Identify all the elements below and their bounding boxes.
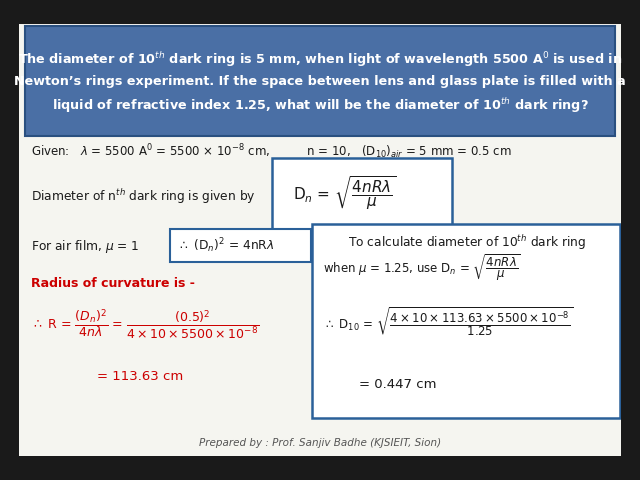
Text: To calculate diameter of 10$^{th}$ dark ring: To calculate diameter of 10$^{th}$ dark …: [348, 233, 586, 252]
Text: $\therefore$ R = $\dfrac{(D_n)^2}{4n\lambda}$ = $\dfrac{(0.5)^2}{4 \times 10 \ti: $\therefore$ R = $\dfrac{(D_n)^2}{4n\lam…: [31, 307, 259, 341]
Text: Prepared by : Prof. Sanjiv Badhe (KJSIEIT, Sion): Prepared by : Prof. Sanjiv Badhe (KJSIEI…: [199, 438, 441, 448]
Text: Radius of curvature is -: Radius of curvature is -: [31, 276, 195, 290]
Text: $\therefore$ D$_{10}$ = $\sqrt{\dfrac{4 \times 10 \times 113.63 \times 5500 \tim: $\therefore$ D$_{10}$ = $\sqrt{\dfrac{4 …: [323, 306, 573, 338]
Text: = 113.63 cm: = 113.63 cm: [97, 370, 184, 383]
FancyBboxPatch shape: [272, 158, 452, 229]
Text: The diameter of 10$^{th}$ dark ring is 5 mm, when light of wavelength 5500 A$^{0: The diameter of 10$^{th}$ dark ring is 5…: [14, 50, 626, 115]
Text: Given:   $\lambda$ = 5500 A$^0$ = 5500 $\times$ 10$^{-8}$ cm,          n = 10,  : Given: $\lambda$ = 5500 A$^0$ = 5500 $\t…: [31, 142, 512, 161]
FancyBboxPatch shape: [19, 24, 621, 456]
FancyBboxPatch shape: [170, 229, 311, 262]
Text: For air film, $\mu$ = 1: For air film, $\mu$ = 1: [31, 238, 140, 255]
Text: when $\mu$ = 1.25, use D$_n$ = $\sqrt{\dfrac{4nR\lambda}{\mu}}$: when $\mu$ = 1.25, use D$_n$ = $\sqrt{\d…: [323, 253, 521, 283]
Text: = 0.447 cm: = 0.447 cm: [359, 378, 436, 391]
FancyBboxPatch shape: [25, 26, 615, 136]
Text: $\therefore$ (D$_n$)$^2$ = 4nR$\lambda$: $\therefore$ (D$_n$)$^2$ = 4nR$\lambda$: [177, 236, 274, 254]
FancyBboxPatch shape: [312, 224, 620, 419]
Text: Diameter of n$^{th}$ dark ring is given by: Diameter of n$^{th}$ dark ring is given …: [31, 187, 256, 206]
Text: D$_n$ = $\sqrt{\dfrac{4nR\lambda}{\mu}}$: D$_n$ = $\sqrt{\dfrac{4nR\lambda}{\mu}}$: [293, 175, 396, 212]
